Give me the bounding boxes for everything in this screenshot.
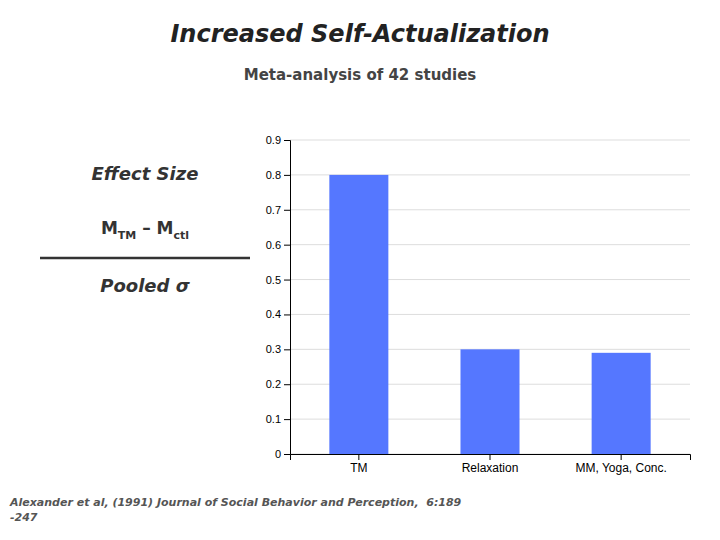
fraction-line (40, 257, 250, 260)
y-tick: 0 (275, 448, 290, 460)
citation-line: Alexander et al, (1991) Journal of Socia… (9, 496, 462, 509)
formula: MTM – Mctl (101, 218, 189, 242)
x-tick: TM (350, 454, 367, 475)
grid (290, 140, 690, 454)
y-tick-label: 0.7 (266, 204, 281, 216)
y-tick: 0.4 (266, 308, 290, 320)
citation-line: -247 (10, 511, 38, 524)
y-tick: 0.6 (266, 239, 290, 251)
y-tick-label: 0.1 (266, 413, 281, 425)
y-tick-label: 0 (275, 448, 281, 460)
title: Increased Self-Actualization (170, 20, 549, 48)
formula-part: – M (136, 218, 173, 238)
x-tick-mark (621, 454, 622, 460)
y-tick: 0.8 (266, 169, 290, 181)
y-axis-line (284, 141, 291, 455)
bar (592, 353, 651, 454)
formula-subscript: ctl (174, 229, 190, 242)
x-axis: TM Relaxation MM, Yoga, Conc. (291, 454, 691, 475)
x-tick-mark (490, 454, 491, 460)
y-tick-label: 0.9 (266, 134, 281, 146)
bars (329, 175, 650, 454)
x-tick-label: MM, Yoga, Conc. (575, 461, 666, 475)
x-tick: MM, Yoga, Conc. (575, 454, 666, 475)
x-tick: Relaxation (462, 454, 519, 475)
subtitle: Meta-analysis of 42 studies (244, 66, 477, 84)
bar (460, 349, 519, 454)
plot: 0 0.1 0.2 0.3 0.4 0.5 0.6 0.7 0.8 0.9 TM Relaxation… (266, 134, 691, 475)
y-tick-label: 0.5 (266, 274, 281, 286)
y-tick-mark (284, 280, 290, 281)
y-tick: 0.2 (266, 378, 290, 390)
effect-size-label: Effect Size (92, 163, 199, 184)
pooled-label: Pooled σ (100, 275, 190, 296)
x-tick-label: Relaxation (462, 461, 519, 475)
y-tick-mark (284, 349, 290, 350)
bar (329, 175, 388, 454)
y-tick-mark (284, 140, 290, 141)
y-tick-mark (284, 454, 290, 455)
y-tick: 0.5 (266, 274, 290, 286)
y-axis: 0 0.1 0.2 0.3 0.4 0.5 0.6 0.7 0.8 0.9 (266, 134, 291, 460)
y-tick-mark (284, 210, 290, 211)
formula-subscript: TM (118, 229, 136, 242)
y-tick: 0.9 (266, 134, 290, 146)
y-tick: 0.1 (266, 413, 290, 425)
y-tick: 0.3 (266, 343, 290, 355)
y-tick: 0.7 (266, 204, 290, 216)
x-axis-line (291, 455, 691, 461)
chart: Increased Self-Actualization Meta-analysi… (0, 0, 720, 540)
citation: Alexander et al, (1991) Journal of Socia… (9, 496, 462, 524)
y-tick-mark (284, 314, 290, 315)
y-tick-mark (284, 245, 290, 246)
x-tick-mark (358, 454, 359, 460)
x-tick-label: TM (350, 461, 367, 475)
y-tick-mark (284, 175, 290, 176)
y-tick-label: 0.8 (266, 169, 281, 181)
y-tick-label: 0.2 (266, 378, 281, 390)
formula-part: M (101, 218, 118, 238)
y-tick-label: 0.3 (266, 343, 281, 355)
y-tick-mark (284, 419, 290, 420)
y-tick-mark (284, 384, 290, 385)
y-tick-label: 0.6 (266, 239, 281, 251)
y-tick-label: 0.4 (266, 308, 281, 320)
grid-line (290, 140, 690, 141)
